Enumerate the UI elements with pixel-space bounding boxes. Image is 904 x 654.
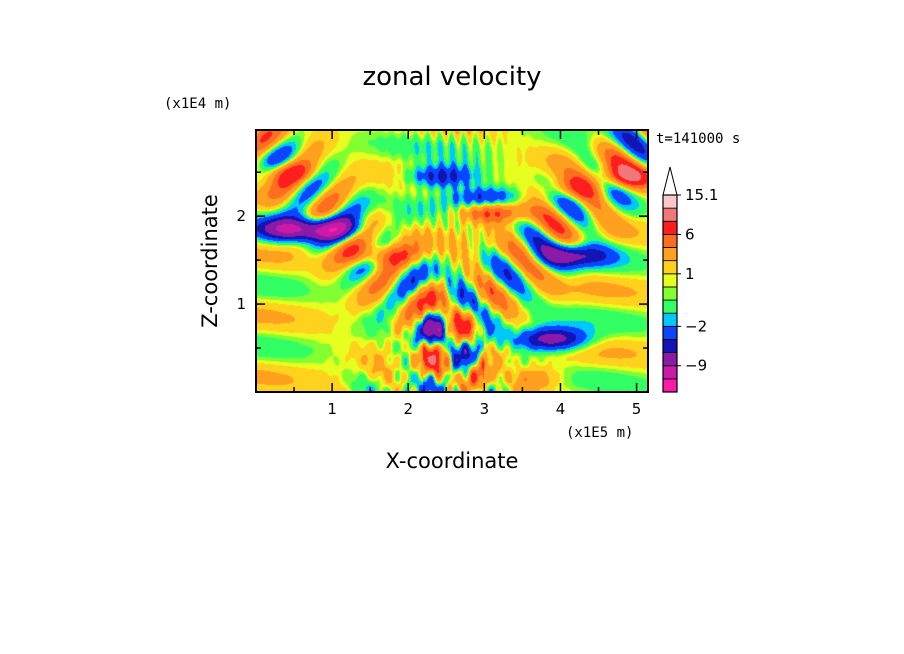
colorbar: 15.1 6 1 −2 −9: [662, 166, 718, 393]
colorbar-swatch: [662, 207, 678, 222]
x-tick-label: 2: [403, 400, 413, 418]
colorbar-extend-arrow: [662, 166, 678, 196]
colorbar-swatch: [662, 299, 678, 314]
x-axis-ticks: 1 2 3 4 5: [293, 130, 642, 418]
velocity-field: [256, 130, 648, 392]
x-tick-label: 4: [556, 400, 566, 418]
colorbar-swatch: [662, 247, 678, 262]
y-axis-title: Z-coordinate: [198, 194, 222, 328]
x-tick-label: 1: [327, 400, 337, 418]
colorbar-swatch: [662, 220, 678, 235]
colorbar-swatch: [662, 339, 678, 354]
x-unit-label: (x1E5 m): [566, 425, 633, 441]
colorbar-label: 6: [685, 225, 695, 243]
x-tick-label: 5: [632, 400, 642, 418]
colorbar-swatch: [662, 286, 678, 301]
x-tick-label: 3: [480, 400, 490, 418]
colorbar-swatch: [662, 260, 678, 275]
colorbar-label: −2: [685, 317, 707, 335]
colorbar-swatch: [662, 312, 678, 327]
colorbar-label: 15.1: [685, 186, 718, 204]
x-axis-title: X-coordinate: [386, 449, 519, 473]
chart-title: zonal velocity: [362, 62, 541, 92]
colorbar-swatch: [662, 365, 678, 380]
colorbar-frame: [662, 194, 678, 393]
y-tick-label: 1: [236, 295, 246, 313]
y-axis-ticks: 12: [236, 171, 648, 349]
colorbar-swatch: [662, 273, 678, 288]
colorbar-swatch: [662, 325, 678, 340]
colorbar-swatch: [662, 378, 678, 393]
colorbar-swatch: [662, 352, 678, 367]
colorbar-label: −9: [685, 357, 707, 375]
y-unit-label: (x1E4 m): [164, 96, 231, 112]
colorbar-swatch: [662, 233, 678, 248]
time-label: t=141000 s: [656, 131, 740, 147]
colorbar-label: 1: [685, 265, 695, 283]
plot-frame: [255, 129, 649, 393]
colorbar-swatch: [662, 194, 678, 209]
y-tick-label: 2: [236, 207, 246, 225]
